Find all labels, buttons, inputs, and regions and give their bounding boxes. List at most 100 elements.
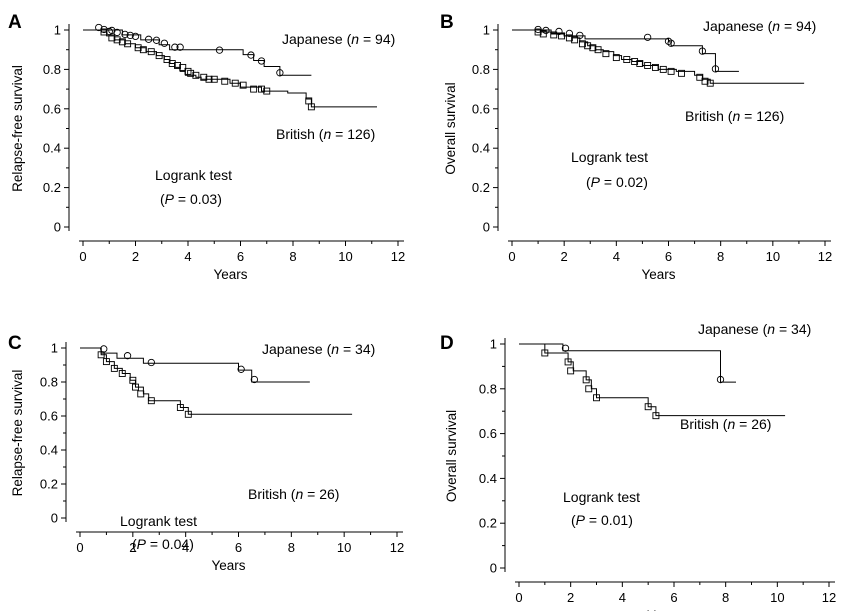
censor-mark-circle [171,43,179,51]
censor-mark-circle [147,358,155,367]
x-tick-label: 12 [391,249,405,264]
censor-mark-square [558,32,566,40]
censor-mark-square [263,87,271,95]
censor-mark-square [139,46,147,54]
censor-mark-square [678,69,685,77]
british-legend-label: British (n = 26) [680,416,771,432]
logrank-label: Logrank test [571,149,648,165]
annot-italic: n [767,321,775,337]
y-tick-label: 0.2 [479,516,497,531]
censor-mark-square [239,81,247,89]
censor-mark-circle [176,43,184,51]
censor-mark-square [631,58,639,65]
censor-mark-square [179,63,187,71]
censor-mark-square [652,412,660,420]
japanese-survival-line [519,343,736,383]
y-tick-label: 0.2 [40,477,58,492]
censor-mark-circle [108,26,116,35]
censor-mark-square [258,85,265,93]
japanese-legend-label: Japanese (n = 34) [698,321,811,337]
censor-mark-square [200,73,208,81]
censor-mark-circle [215,46,224,54]
censor-mark-circle [565,29,574,38]
japanese-legend-label: Japanese (n = 34) [262,341,375,357]
annot-text: = 26) [303,486,339,502]
x-tick-label: 4 [613,249,620,264]
annot-text: = 0.03) [174,191,222,207]
censor-mark-square [541,349,549,357]
censor-mark-circle [698,47,707,55]
censor-mark-square [589,44,597,52]
censor-mark-square [97,351,105,359]
logrank-label: Logrank test [120,513,197,529]
y-tick-label: 1 [51,341,58,356]
x-tick-label: 0 [515,590,522,605]
censor-mark-square [118,370,126,377]
censor-mark-square [534,28,542,36]
censor-mark-square [585,385,593,393]
y-tick-label: 0.2 [472,180,490,195]
p-value-label: (P = 0.02) [586,174,648,190]
censor-mark-square [163,56,171,63]
panel-label: C [8,333,22,354]
p-value-label: (P = 0.01) [571,512,633,528]
censor-mark-square [129,376,137,384]
annot-text: = 126) [331,126,375,142]
japanese-survival-line [83,29,312,76]
x-tick-label: 2 [129,540,136,555]
annot-italic: P [591,174,601,190]
censor-mark-square [147,397,155,405]
x-tick-label: 4 [182,540,189,555]
y-axis-title: Relapse-free survival [10,65,25,192]
censor-mark-square [644,62,652,69]
x-tick-label: 0 [79,249,86,264]
annot-text: = 0.04) [146,536,194,552]
censor-mark-square [307,103,315,111]
x-tick-label: 12 [818,249,832,264]
p-value-label: (P = 0.04) [132,536,194,552]
x-tick-label: 2 [561,249,568,264]
censor-mark-square [147,48,155,56]
x-tick-label: 4 [619,590,626,605]
censor-mark-circle [160,39,169,47]
annot-italic: n [772,18,780,34]
censor-mark-square [102,358,110,366]
x-tick-label: 2 [567,590,574,605]
annot-text: = 94) [780,18,816,34]
censor-mark-square [701,77,709,85]
y-tick-label: 1 [490,337,497,352]
y-tick-label: 0.6 [43,101,61,116]
annot-text: Japanese ( [703,18,773,34]
british-survival-line [83,29,377,108]
x-tick-label: 8 [288,540,295,555]
y-tick-label: 0.8 [43,62,61,77]
y-tick-label: 0 [51,511,58,526]
censor-mark-square [100,28,108,36]
censor-mark-circle [250,375,259,384]
annot-text: = 94) [359,31,395,47]
annot-italic: n [732,108,740,124]
y-tick-label: 0.4 [479,471,497,486]
x-tick-label: 8 [717,249,724,264]
chart-panel-a: A00.20.40.60.810 2 4 6 8 10 12YearsRelapse-fre… [8,12,405,282]
annot-text: British ( [685,108,733,124]
censor-mark-square [250,85,258,93]
censor-mark-square [584,42,592,50]
x-tick-label: 2 [132,249,139,264]
y-tick-label: 0.4 [43,141,61,156]
censor-mark-square [539,30,547,38]
annot-text: British ( [276,126,324,142]
censor-mark-square [644,403,652,411]
panel-label: A [8,12,22,33]
censor-mark-square [168,60,176,67]
censor-mark-circle [131,32,140,41]
censor-mark-square [192,71,200,79]
censor-mark-circle [257,57,266,65]
censor-mark-square [110,364,118,372]
censor-mark-square [565,34,573,42]
panel-label: B [440,12,454,33]
censor-mark-square [636,60,644,67]
y-tick-label: 0.2 [43,180,61,195]
censor-mark-square [571,36,579,44]
japanese-legend-label: Japanese (n = 94) [282,31,395,47]
